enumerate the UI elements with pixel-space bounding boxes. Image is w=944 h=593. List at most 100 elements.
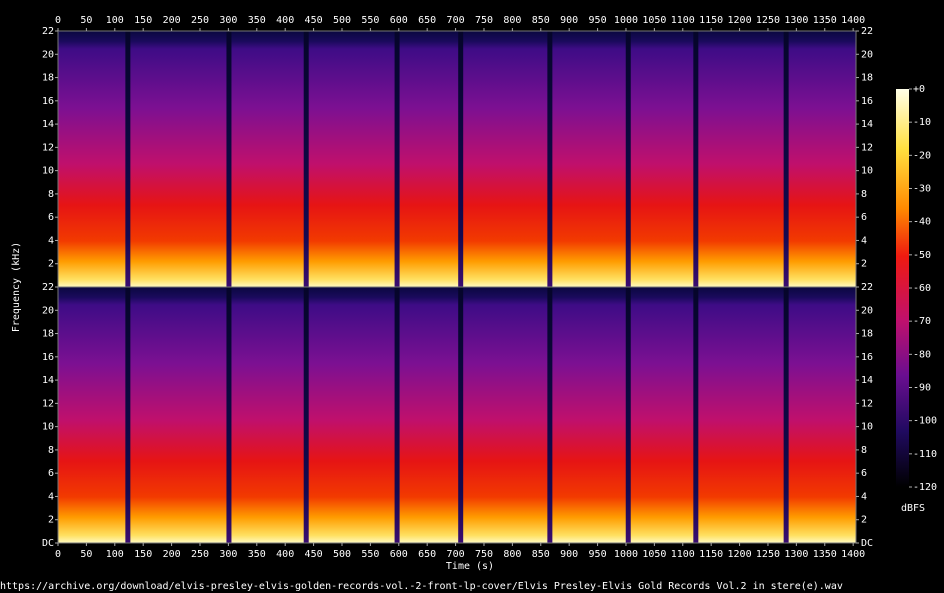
y-tick-label: 8 [48,189,54,200]
colorbar-tick-label: -60 [913,283,931,294]
x-tick-label: 400 [276,15,294,26]
y-tick-label: 18 [42,329,54,340]
x-tick-label: 200 [163,549,181,560]
y-tick-label: 8 [861,445,867,456]
x-tick-label: 200 [163,15,181,26]
y-tick-label: 6 [861,468,867,479]
x-tick-label: 400 [276,549,294,560]
y-tick-label: 4 [861,491,867,502]
x-tick-label: 950 [589,549,607,560]
x-tick-label: 450 [305,549,323,560]
y-tick-label: 4 [861,235,867,246]
x-tick-label: 550 [361,15,379,26]
colorbar-label: dBFS [901,503,925,514]
colorbar-tick-label: -90 [913,383,931,394]
y-tick-label: 12 [861,398,873,409]
x-tick-label: 1050 [642,15,666,26]
y-tick-label: 10 [42,422,54,433]
x-tick-label: 1400 [841,549,865,560]
x-tick-label: 950 [589,15,607,26]
colorbar-tick-label: -80 [913,349,931,360]
x-tick-label: 800 [503,549,521,560]
x-tick-label: 900 [560,549,578,560]
y-tick-label: 2 [861,259,867,270]
x-tick-label: 0 [55,15,61,26]
spectrogram-image [58,31,856,287]
x-tick-label: 1300 [784,15,808,26]
silence-gap [125,31,131,287]
x-tick-label: 1400 [841,15,865,26]
x-tick-label: 900 [560,15,578,26]
x-tick-label: 1050 [642,549,666,560]
x-tick-label: 1350 [813,15,837,26]
spectrogram-image [58,287,856,543]
colorbar-tick-label: -20 [913,150,931,161]
x-tick-label: 1250 [756,549,780,560]
y-tick-label: 6 [48,212,54,223]
silence-gap [394,287,400,543]
x-tick-label: 650 [418,15,436,26]
y-tick-label: 8 [861,189,867,200]
x-tick-label: 50 [80,15,92,26]
y-tick-label: 22 [42,26,54,37]
silence-gap [303,31,309,287]
caption: https://archive.org/download/elvis-presl… [0,581,843,592]
y-tick-label: 6 [861,212,867,223]
y-tick-label: 2 [48,259,54,270]
plot-frame [57,286,857,544]
y-tick-label: 16 [42,96,54,107]
x-tick-label: 50 [80,549,92,560]
colorbar-tick-label: -70 [913,316,931,327]
y-tick-label: 6 [48,468,54,479]
colorbar-tick-label: +0 [913,84,925,95]
x-tick-label: 1150 [699,15,723,26]
x-tick-label: 350 [248,549,266,560]
x-tick-label: 650 [418,549,436,560]
y-tick-label: 20 [42,49,54,60]
silence-gap [458,287,464,543]
x-tick-label: 750 [475,15,493,26]
y-tick-label: 22 [42,282,54,293]
silence-gap [303,287,309,543]
x-tick-label: 100 [106,549,124,560]
y-tick-label: 16 [861,352,873,363]
colorbar-tick-label: -10 [913,117,931,128]
y-tick-label: 22 [861,26,873,37]
y-tick-label: 10 [42,166,54,177]
silence-gap [625,287,631,543]
y-tick-label: DC [42,538,54,549]
colorbar [896,89,909,487]
x-tick-label: 600 [390,15,408,26]
x-tick-label: 1000 [614,549,638,560]
x-tick-label: 1300 [784,549,808,560]
y-tick-label: 12 [42,398,54,409]
y-tick-label: 2 [48,515,54,526]
y-tick-label: 4 [48,235,54,246]
x-tick-label: 250 [191,15,209,26]
silence-gap [125,287,131,543]
x-tick-label: 500 [333,549,351,560]
silence-gap [394,31,400,287]
y-tick-label: 20 [42,305,54,316]
silence-gap [547,31,553,287]
x-tick-label: 300 [219,15,237,26]
x-tick-label: 700 [447,549,465,560]
colorbar-tick-label: -30 [913,184,931,195]
x-tick-label: 800 [503,15,521,26]
x-tick-label: 850 [532,15,550,26]
x-tick-label: 450 [305,15,323,26]
y-tick-label: 10 [861,422,873,433]
silence-gap [458,31,464,287]
y-tick-label: 14 [861,375,873,386]
colorbar-tick-label: -110 [913,449,937,460]
y-tick-label: 2 [861,515,867,526]
y-tick-label: 16 [861,96,873,107]
y-tick-label: 12 [42,142,54,153]
x-axis-label: Time (s) [446,561,494,572]
x-tick-label: 750 [475,549,493,560]
x-tick-label: 1350 [813,549,837,560]
x-tick-label: 150 [134,15,152,26]
x-tick-label: 1150 [699,549,723,560]
x-tick-label: 1200 [728,549,752,560]
